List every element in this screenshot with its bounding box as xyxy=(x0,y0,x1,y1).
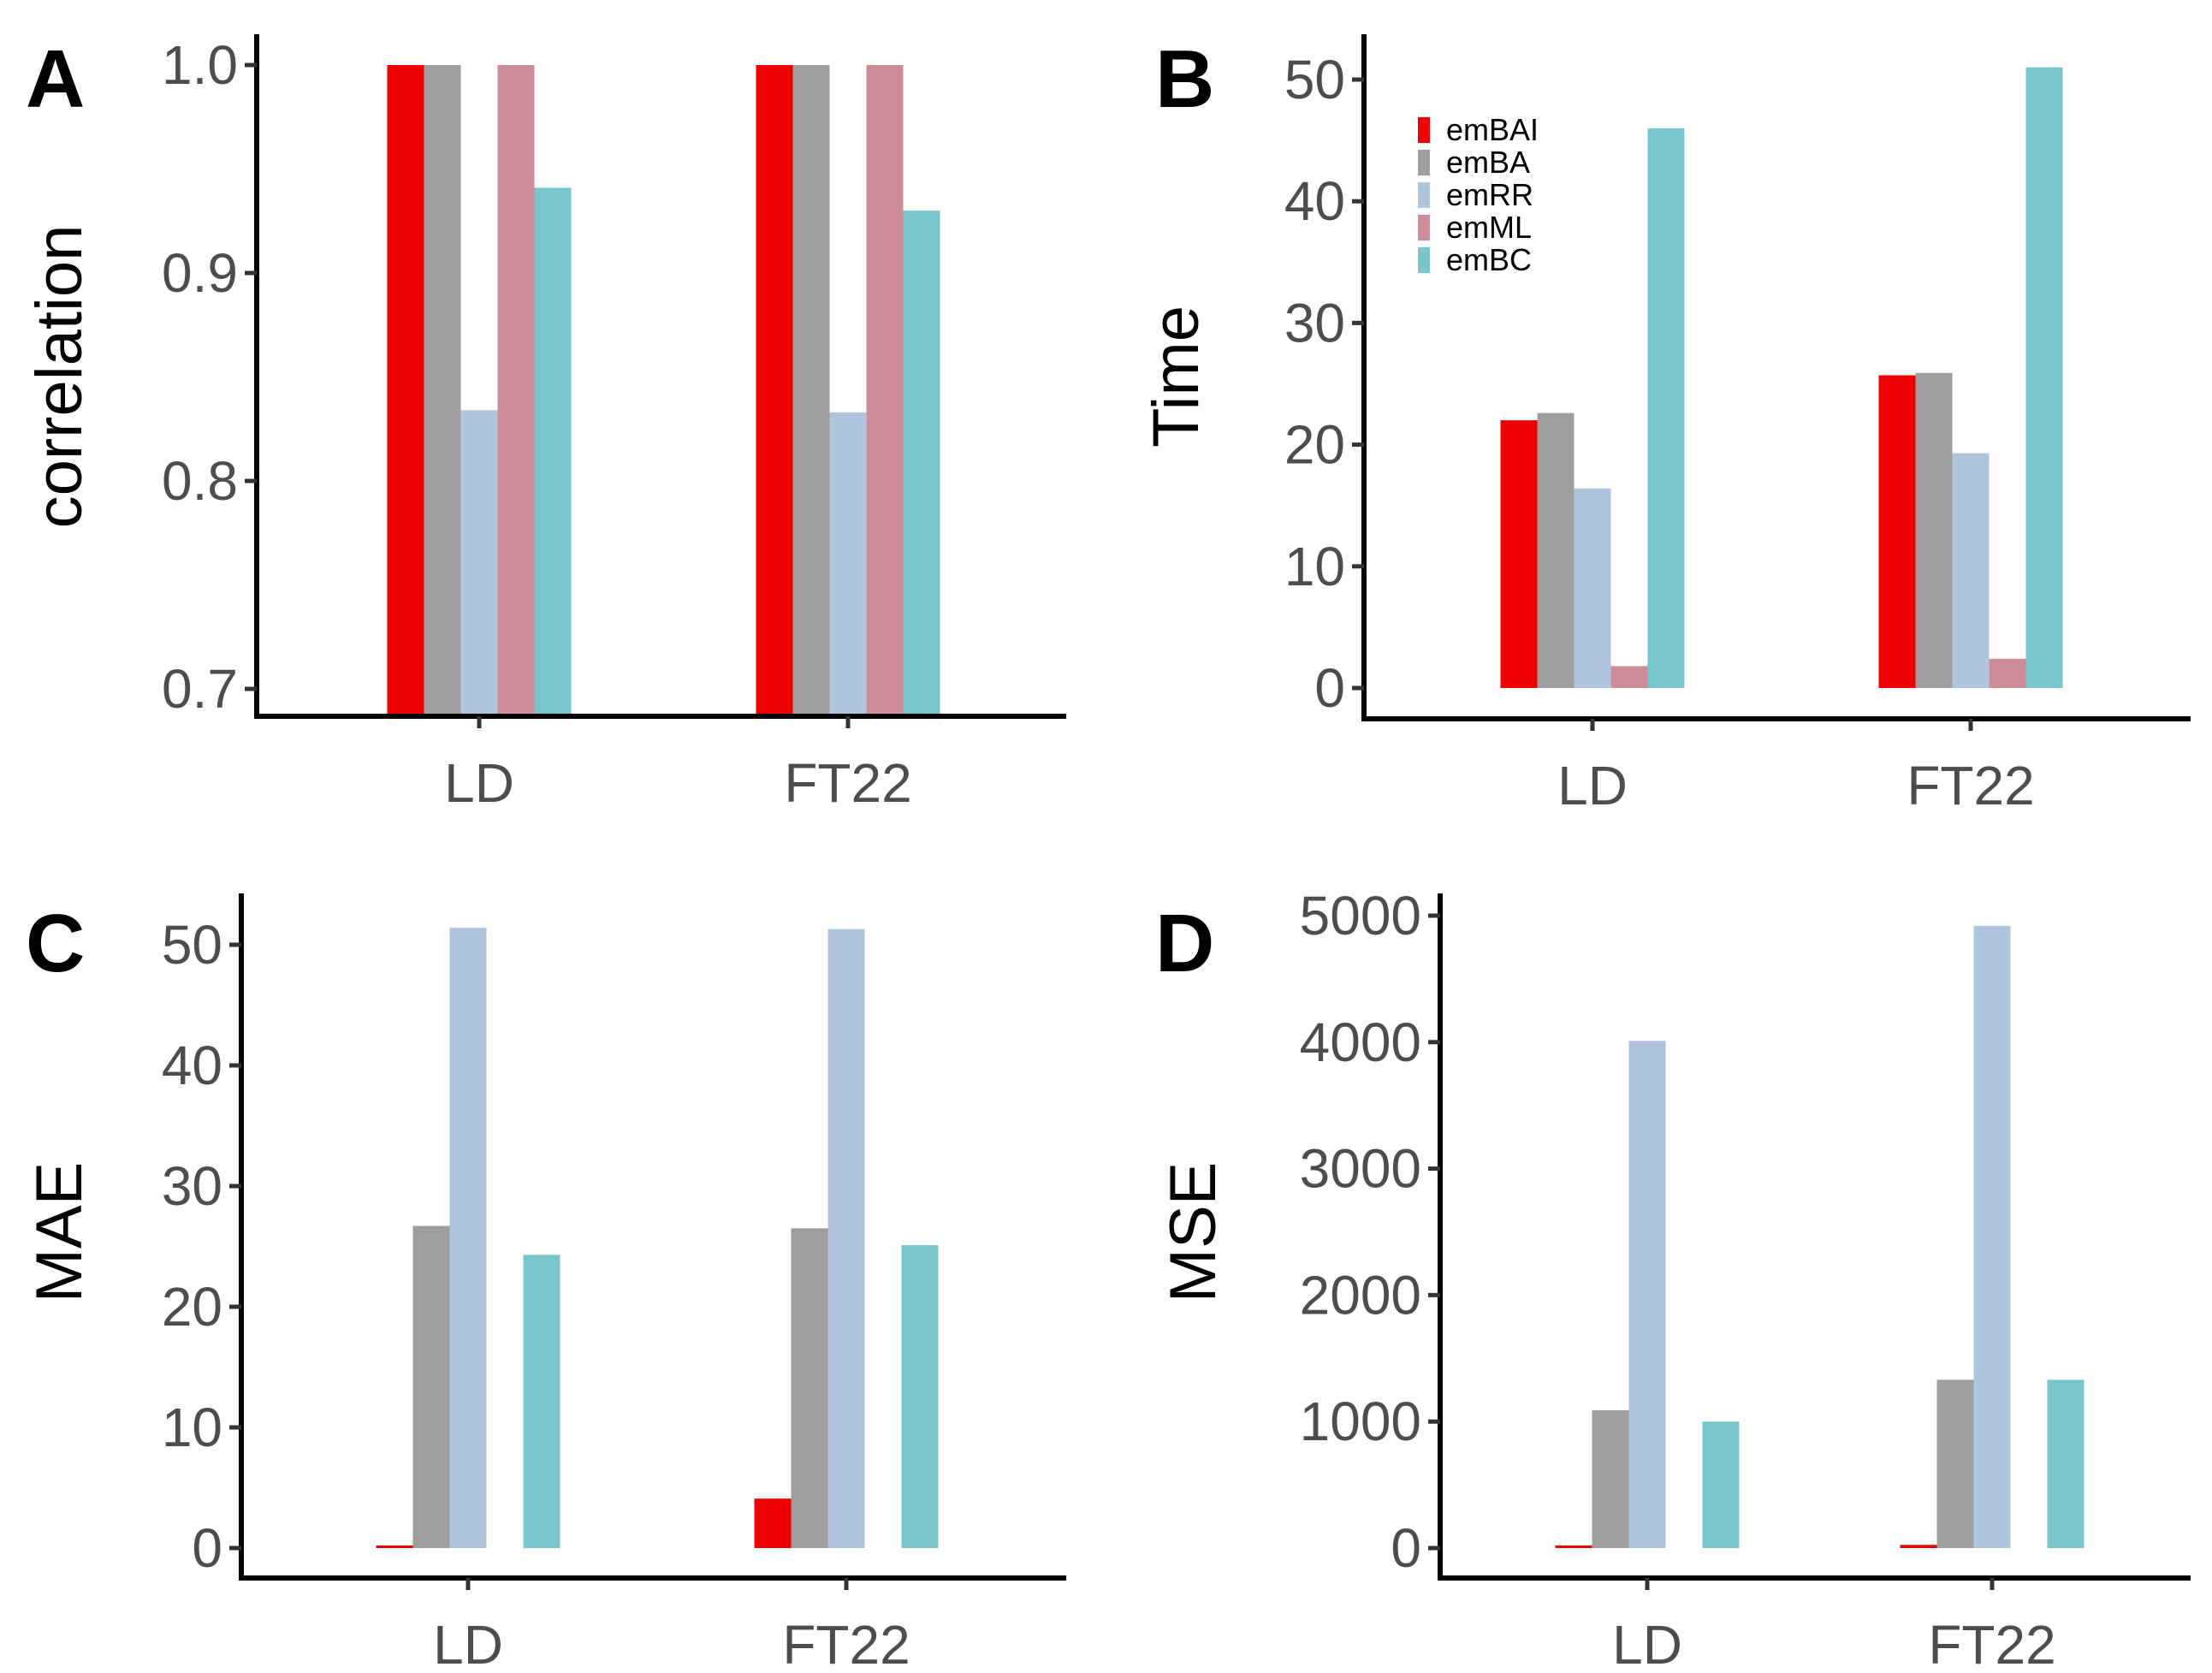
x-tick-label: FT22 xyxy=(782,1614,910,1673)
bar-emrr-ft22 xyxy=(829,412,867,715)
bar-emba-ld xyxy=(1537,412,1574,688)
y-tick-label: 0 xyxy=(1314,657,1345,719)
y-tick-label: 4000 xyxy=(1300,1012,1421,1073)
bar-emba-ld xyxy=(412,1225,450,1548)
y-tick-label: 3000 xyxy=(1300,1138,1421,1200)
x-tick-label: LD xyxy=(444,752,514,814)
bar-emba-ft22 xyxy=(791,1228,828,1548)
legend-swatch-emrr xyxy=(1418,182,1430,208)
y-tick-label: 0 xyxy=(192,1517,222,1579)
panel-a: 0.7 0.8 0.9 1.0 LD FT22 correlation A xyxy=(23,33,1066,814)
bar-emrr-ld xyxy=(1628,1041,1666,1548)
bar-emba-ft22 xyxy=(1936,1379,1974,1548)
y-tick-label: 1000 xyxy=(1300,1391,1421,1452)
bar-emml-ft22 xyxy=(1989,658,2026,688)
y-tick-label: 10 xyxy=(1284,536,1345,597)
y-tick-label: 0.7 xyxy=(162,658,238,720)
x-tick-label: LD xyxy=(1557,755,1628,816)
legend-label-embai: emBAI xyxy=(1446,112,1539,147)
bar-emml-ld xyxy=(1610,666,1648,688)
panel-label: B xyxy=(1155,33,1214,125)
bar-embc-ld xyxy=(1647,128,1685,688)
y-tick-label: 10 xyxy=(162,1397,222,1458)
bar-emml-ld xyxy=(497,65,535,715)
bar-embai-ld xyxy=(1555,1545,1592,1548)
bar-embc-ld xyxy=(1702,1421,1740,1548)
bar-emrr-ld xyxy=(1574,488,1611,688)
y-tick-label: 50 xyxy=(1284,49,1345,110)
bar-emrr-ft22 xyxy=(1973,925,2011,1548)
x-tick-label: FT22 xyxy=(1928,1614,2055,1673)
bar-emba-ld xyxy=(1592,1409,1629,1548)
bar-embc-ft22 xyxy=(2025,67,2063,688)
y-tick-label: 20 xyxy=(162,1276,222,1338)
y-tick-label: 30 xyxy=(1284,292,1345,353)
bar-emba-ld xyxy=(424,65,461,715)
panel-label: D xyxy=(1155,898,1214,989)
bar-embc-ft22 xyxy=(2047,1379,2084,1548)
bar-embai-ft22 xyxy=(1900,1545,1937,1548)
bar-embc-ft22 xyxy=(901,1245,939,1548)
y-tick-label: 50 xyxy=(162,914,222,976)
y-tick-label: 0.9 xyxy=(162,242,238,304)
bar-emrr-ft22 xyxy=(1952,453,1990,688)
y-tick-label: 5000 xyxy=(1300,885,1421,946)
bar-embai-ft22 xyxy=(754,1498,792,1548)
y-tick-label: 0.8 xyxy=(162,450,238,512)
bar-emba-ft22 xyxy=(792,65,830,715)
y-axis-title: MSE xyxy=(1157,1162,1230,1303)
bar-embai-ft22 xyxy=(756,65,793,715)
panel-d: 0 1000 2000 3000 4000 5000 LD FT22 MSE D xyxy=(1155,885,2191,1673)
bar-embai-ld xyxy=(1500,420,1538,688)
bar-emrr-ld xyxy=(449,928,487,1548)
legend-label-emrr: emRR xyxy=(1446,177,1533,212)
x-tick-label: LD xyxy=(433,1614,503,1673)
y-axis-title: MAE xyxy=(23,1162,96,1303)
y-tick-label: 40 xyxy=(1284,170,1345,232)
bar-emba-ft22 xyxy=(1915,372,1953,688)
legend-label-embc: emBC xyxy=(1446,242,1532,277)
bar-emml-ft22 xyxy=(866,65,904,715)
panel-label: A xyxy=(26,33,85,125)
x-tick-label: LD xyxy=(1612,1614,1682,1673)
bar-emrr-ft22 xyxy=(827,928,865,1548)
y-axis-title: Time xyxy=(1140,306,1213,448)
legend-swatch-embc xyxy=(1418,247,1430,273)
bar-embc-ld xyxy=(523,1255,560,1548)
legend-label-emba: emBA xyxy=(1446,145,1530,180)
legend-swatch-embai xyxy=(1418,117,1430,143)
y-tick-label: 20 xyxy=(1284,414,1345,476)
y-tick-label: 2000 xyxy=(1300,1264,1421,1326)
y-tick-label: 40 xyxy=(162,1035,222,1096)
legend-swatch-emba xyxy=(1418,150,1430,175)
panel-b: 0 10 20 30 40 50 LD FT22 Time B xyxy=(1140,33,2191,816)
bar-emrr-ld xyxy=(460,410,498,715)
x-tick-label: FT22 xyxy=(784,752,911,814)
x-tick-label: FT22 xyxy=(1907,755,2034,816)
bar-embai-ld xyxy=(387,65,424,715)
bar-embai-ft22 xyxy=(1878,375,1916,688)
panel-label: C xyxy=(26,898,85,989)
bar-embc-ft22 xyxy=(903,211,940,715)
y-tick-label: 1.0 xyxy=(162,34,238,96)
y-tick-label: 30 xyxy=(162,1155,222,1217)
y-tick-label: 0 xyxy=(1391,1517,1421,1579)
panel-c: 0 10 20 30 40 50 LD FT22 MAE C xyxy=(23,893,1066,1673)
legend-label-emml: emML xyxy=(1446,210,1532,245)
bar-embc-ld xyxy=(534,187,572,715)
bar-embai-ld xyxy=(376,1545,413,1548)
legend-swatch-emml xyxy=(1418,215,1430,240)
y-axis-title: correlation xyxy=(23,225,96,529)
